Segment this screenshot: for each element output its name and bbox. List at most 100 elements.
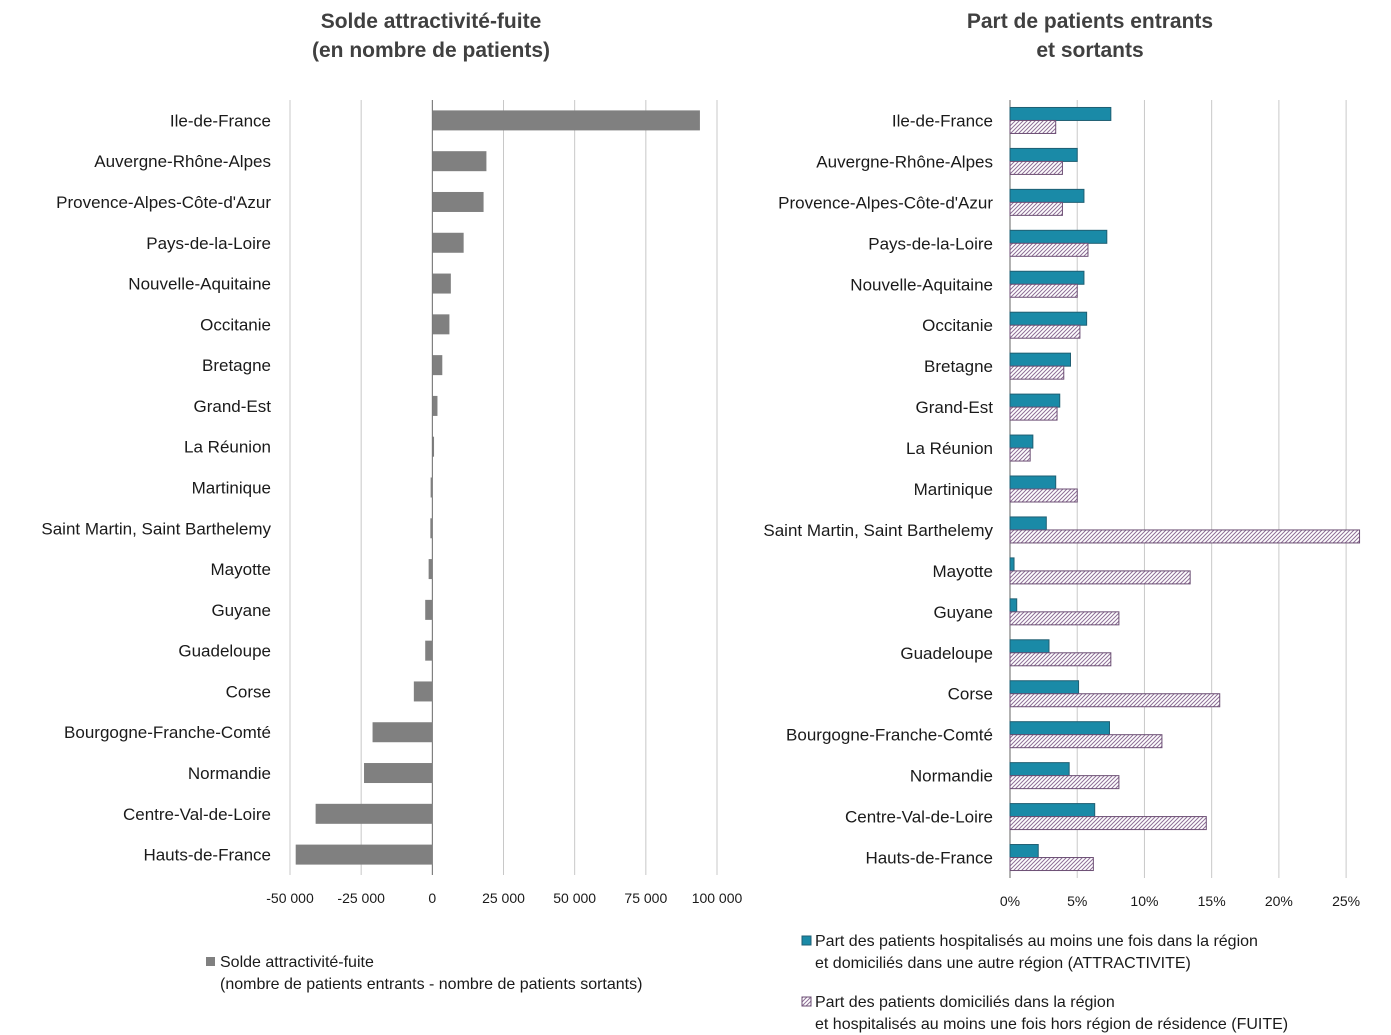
right-category-label: Nouvelle-Aquitaine [850, 275, 993, 294]
right-category-label: Mayotte [933, 562, 993, 581]
left-bar-provence-alpes-cote-d-azur [432, 191, 484, 212]
right-bar-fuite-pays-de-la-loire [1009, 242, 1089, 257]
left-bar-saint-martin-saint-barthelemy [430, 518, 433, 539]
right-bar-fuite-grand-est [1009, 406, 1058, 421]
left-bar-normandie [364, 763, 433, 784]
left-bar-auvergne-rhone-alpes [432, 151, 487, 172]
right-bar-fuite-bretagne [1009, 365, 1065, 380]
right-bar-attractivite-pays-de-la-loire [1009, 229, 1108, 244]
right-bar-attractivite-mayotte [1009, 557, 1015, 572]
left-category-label: Corse [226, 682, 271, 701]
left-category-label: Mayotte [211, 560, 271, 579]
right-x-tick-label: 10% [1130, 893, 1158, 909]
right-bar-fuite-hauts-de-france [1009, 857, 1094, 872]
right-category-label: Normandie [910, 767, 993, 786]
right-chart-title-line2: et sortants [1036, 39, 1143, 62]
left-category-label: Hauts-de-France [143, 846, 271, 865]
right-bar-fuite-guyane [1009, 611, 1120, 626]
left-category-label: La Réunion [184, 438, 271, 457]
left-x-tick-label: 75 000 [624, 890, 667, 906]
right-bar-fuite-mayotte [1009, 570, 1191, 585]
left-category-label: Guadeloupe [178, 642, 271, 661]
right-bar-attractivite-grand-est [1009, 393, 1061, 408]
left-category-label: Ile-de-France [170, 111, 271, 130]
right-category-label: Provence-Alpes-Côte-d'Azur [778, 193, 993, 212]
left-legend-swatch [206, 957, 215, 966]
right-bar-attractivite-corse [1009, 680, 1080, 695]
left-chart: -50 000 -25 000 0 25 000 50 000 75 000 100 000… [41, 100, 743, 906]
right-category-label: Hauts-de-France [865, 849, 993, 868]
left-legend-label: Solde attractivité-fuite [220, 954, 374, 971]
left-category-label: Pays-de-la-Loire [146, 234, 271, 253]
right-bar-attractivite-martinique [1009, 475, 1057, 490]
right-bar-fuite-ile-de-france [1009, 119, 1057, 134]
left-bar-ile-de-france [432, 110, 700, 131]
right-legend-label-fuite: et hospitalisés au moins une fois hors r… [815, 1016, 1288, 1033]
left-category-label: Saint Martin, Saint Barthelemy [41, 519, 271, 538]
left-category-label: Normandie [188, 764, 271, 783]
right-bar-fuite-occitanie [1009, 324, 1081, 339]
left-bar-pays-de-la-loire [432, 232, 464, 253]
right-legend-label-attractivite: et domiciliés dans une autre région (ATT… [815, 955, 1191, 972]
right-category-label: Occitanie [922, 316, 993, 335]
right-bar-attractivite-guyane [1009, 598, 1018, 613]
left-category-label: Nouvelle-Aquitaine [128, 275, 271, 294]
left-bar-centre-val-de-loire [315, 803, 433, 824]
left-chart-title-line1: Solde attractivité-fuite [321, 10, 542, 33]
left-bar-guadeloupe [425, 640, 433, 661]
right-x-tick-label: 15% [1198, 893, 1226, 909]
right-bar-attractivite-hauts-de-france [1009, 844, 1039, 859]
right-category-label: Martinique [914, 480, 993, 499]
right-bar-attractivite-bretagne [1009, 352, 1071, 367]
right-bar-fuite-corse [1009, 693, 1221, 708]
right-bar-fuite-provence-alpes-cote-d-azur [1009, 201, 1063, 216]
left-category-label: Guyane [211, 601, 271, 620]
right-bar-fuite-nouvelle-aquitaine [1009, 283, 1078, 298]
right-category-label: Ile-de-France [892, 111, 993, 130]
left-category-label: Bretagne [202, 356, 271, 375]
left-x-tick-label: 0 [428, 890, 436, 906]
right-bar-attractivite-nouvelle-aquitaine [1009, 270, 1085, 285]
right-category-label: La Réunion [906, 439, 993, 458]
left-bar-bretagne [432, 355, 443, 376]
right-x-tick-label: 25% [1332, 893, 1360, 909]
right-chart: 0% 5% 10% 15% 20% 25% Ile-de-France Auvergne-Rh… [763, 100, 1360, 909]
left-legend-label: (nombre de patients entrants - nombre de… [220, 976, 642, 993]
right-legend-label-fuite: Part des patients domiciliés dans la rég… [815, 994, 1115, 1011]
right-bar-attractivite-ile-de-france [1009, 106, 1112, 121]
right-bar-attractivite-provence-alpes-cote-d-azur [1009, 188, 1085, 203]
left-bar-martinique [430, 477, 433, 498]
left-bar-nouvelle-aquitaine [432, 273, 451, 294]
right-bar-attractivite-la-reunion [1009, 434, 1034, 449]
right-category-label: Guadeloupe [900, 644, 993, 663]
left-x-tick-label: 25 000 [482, 890, 525, 906]
right-category-label: Auvergne-Rhône-Alpes [816, 152, 993, 171]
left-chart-title-line2: (en nombre de patients) [312, 39, 550, 62]
left-bar-guyane [425, 599, 433, 620]
left-category-label: Centre-Val-de-Loire [123, 805, 271, 824]
right-bar-fuite-saint-martin-saint-barthelemy [1009, 529, 1361, 544]
left-bar-la-reunion [432, 436, 435, 457]
right-category-label: Corse [948, 685, 993, 704]
right-bar-attractivite-guadeloupe [1009, 639, 1050, 654]
left-x-tick-label: -25 000 [337, 890, 385, 906]
right-category-label: Saint Martin, Saint Barthelemy [763, 521, 993, 540]
right-bar-fuite-normandie [1009, 775, 1120, 790]
right-category-label: Grand-Est [916, 398, 994, 417]
right-bar-attractivite-auvergne-rhone-alpes [1009, 147, 1078, 162]
right-x-tick-label: 20% [1265, 893, 1293, 909]
left-x-tick-label: 50 000 [553, 890, 596, 906]
left-category-label: Grand-Est [194, 397, 272, 416]
right-chart-title-line1: Part de patients entrants [967, 10, 1213, 33]
right-legend-label-attractivite: Part des patients hospitalisés au moins … [815, 933, 1258, 950]
legends: Solde attractivité-fuite (nombre de patie… [206, 933, 1288, 1033]
left-bar-hauts-de-france [295, 844, 433, 865]
right-category-label: Centre-Val-de-Loire [845, 808, 993, 827]
right-bar-fuite-la-reunion [1009, 447, 1031, 462]
right-bar-fuite-bourgogne-franche-comte [1009, 734, 1163, 749]
left-bar-mayotte [428, 559, 433, 580]
right-bar-fuite-auvergne-rhone-alpes [1009, 160, 1063, 175]
right-bar-attractivite-saint-martin-saint-barthelemy [1009, 516, 1047, 531]
left-bar-bourgogne-franche-comte [372, 722, 433, 743]
